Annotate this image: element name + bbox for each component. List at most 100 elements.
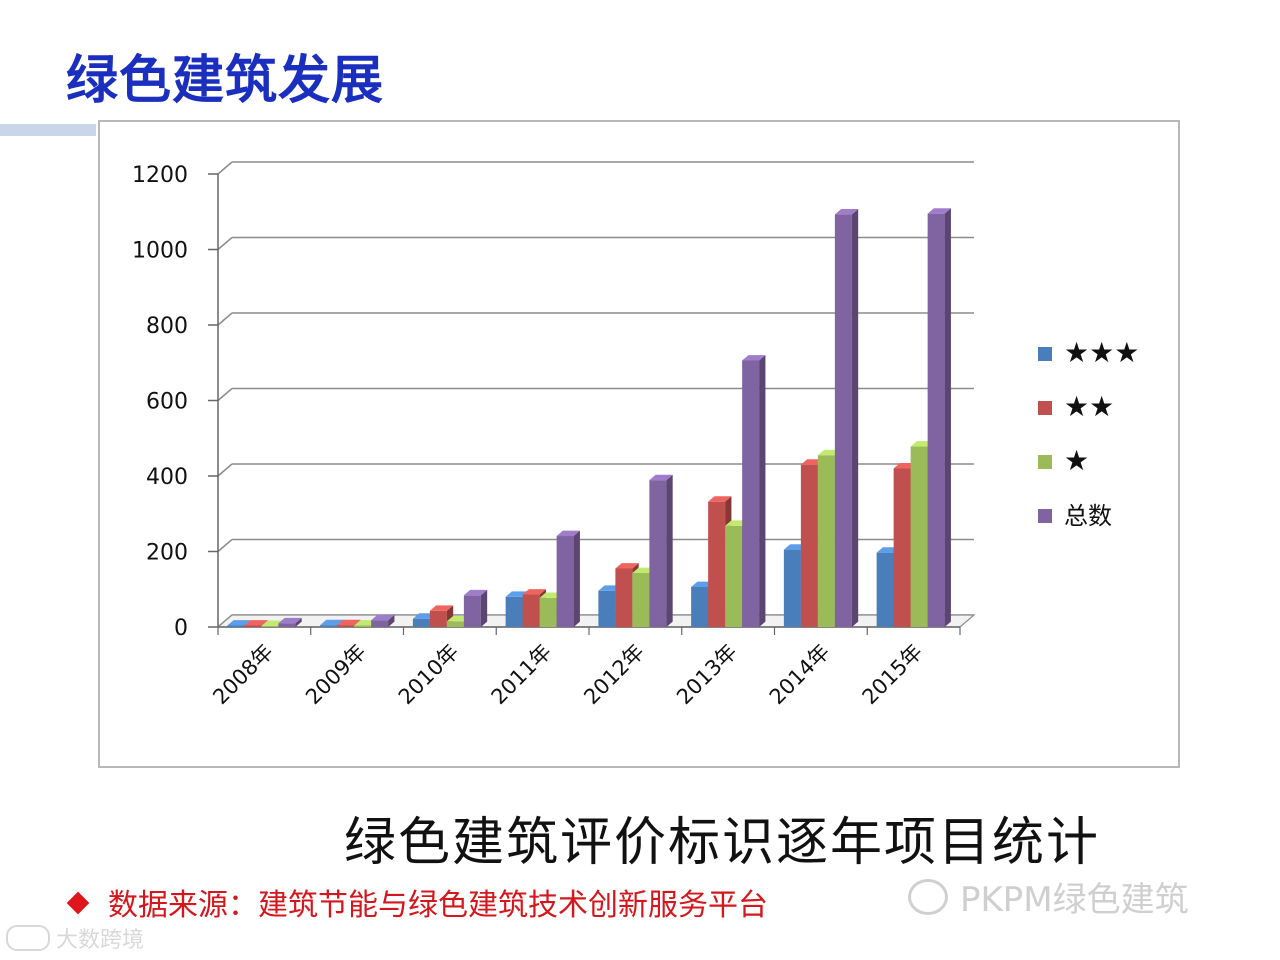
bar-side [295,617,302,627]
bar-front [742,360,760,627]
y-tick-label: 400 [146,465,188,490]
bar-side [759,355,766,627]
legend-label: ★ [1064,444,1089,477]
bar [834,208,859,627]
bar-front [876,552,894,627]
bar [429,605,454,627]
chart-frame: 0 200 400 600 800 1000 1200 2008年 2009年 2010年 2011… [98,120,1180,768]
bar-front [320,625,338,627]
x-tick-label: 2011年 [487,640,557,710]
chart-caption: 绿色建筑评价标识逐年项目统计 [344,813,1101,873]
bar [371,614,395,627]
bar-front [834,214,852,627]
bar-side [944,208,951,628]
bar-side [388,614,395,627]
x-tick-label: 2008年 [208,640,278,710]
bar-top [463,589,488,596]
bar-side [851,208,859,627]
bar-front [371,620,389,627]
bar-front [893,468,911,627]
legend-label: 总数 [1064,502,1112,530]
y-tick-label: 200 [146,541,188,566]
bar-front [539,597,557,627]
watermark-right: PKPM绿色建筑 [908,872,1189,921]
x-tick-label: 2015年 [858,640,928,710]
gridline-diagonal [217,236,233,251]
bar-front [725,525,743,627]
legend-label: ★★★ [1064,336,1139,369]
y-tick-label: 1200 [132,163,188,188]
legend-swatch [1038,347,1052,361]
slide-title: 绿色建筑发展 [66,51,385,111]
y-tick-label: 0 [174,616,188,641]
watermark-right-text: PKPM绿色建筑 [960,880,1189,920]
bar-top [927,208,951,214]
data-source: 数据来源：建筑节能与绿色建筑技术创新服务平台 [66,880,768,924]
bar-front [446,621,464,627]
bar-front [615,568,633,627]
bar-top [649,474,673,481]
legend-label: ★★ [1064,390,1114,423]
data-source-text: 数据来源：建筑节能与绿色建筑技术创新服务平台 [108,888,768,923]
gridline-diagonal [217,161,233,175]
bar-top [708,496,732,502]
bar-front [556,536,574,627]
x-tick-label: 2014年 [765,640,835,710]
bar [278,617,302,627]
bar-side [573,530,580,627]
bar-top [320,619,344,626]
bar-front [632,573,650,627]
bar-front [227,625,245,627]
bar-front [598,590,616,627]
bar-top [337,619,361,626]
gridline-diagonal [217,538,233,553]
bar [649,474,673,627]
bar [463,589,488,627]
bar-side [666,474,673,627]
watermark-left: 大数跨境 [6,922,144,954]
bar-top [244,620,268,626]
bar-top [278,617,302,624]
legend-swatch [1038,509,1052,523]
diamond-bullet-icon [66,891,90,915]
bar-front [337,625,355,627]
bar-front [910,446,928,627]
bar-front [354,625,372,627]
title-accent-bar [0,124,96,136]
bar-front [261,625,279,627]
x-tick-label: 2012年 [579,640,649,710]
x-tick-label: 2013年 [672,640,742,710]
bar-front [927,213,945,627]
bar-front [817,455,835,627]
x-tick-label: 2009年 [301,640,371,710]
bar-front [505,596,523,627]
wechat-icon [908,879,948,915]
logo-icon [6,925,50,951]
watermark-left-text: 大数跨境 [56,928,145,953]
legend-swatch [1038,455,1052,469]
bar-top [371,614,395,621]
bar-chart: 0 200 400 600 800 1000 1200 2008年 2009年 2010年 2011… [132,161,1139,710]
y-tick-label: 600 [146,390,188,415]
bar-top [556,530,580,537]
bar-top [615,563,639,569]
bar-top [429,605,454,611]
bar-front [708,501,726,627]
bar-front [783,549,801,627]
bar-front [649,480,667,627]
bar-front [463,595,481,627]
gridline-diagonal [217,463,233,477]
gridline-diagonal [217,387,233,402]
bar-front [522,594,540,627]
bar-front [412,618,430,627]
bar [556,530,580,627]
bar-top [522,589,546,595]
y-tick-label: 800 [146,314,188,339]
bar-front [429,610,447,627]
bar-front [800,464,818,627]
bar-top [742,355,766,361]
bar-front [278,623,296,627]
bar [742,355,766,627]
bar-top [834,208,859,215]
bar-top [227,620,251,626]
